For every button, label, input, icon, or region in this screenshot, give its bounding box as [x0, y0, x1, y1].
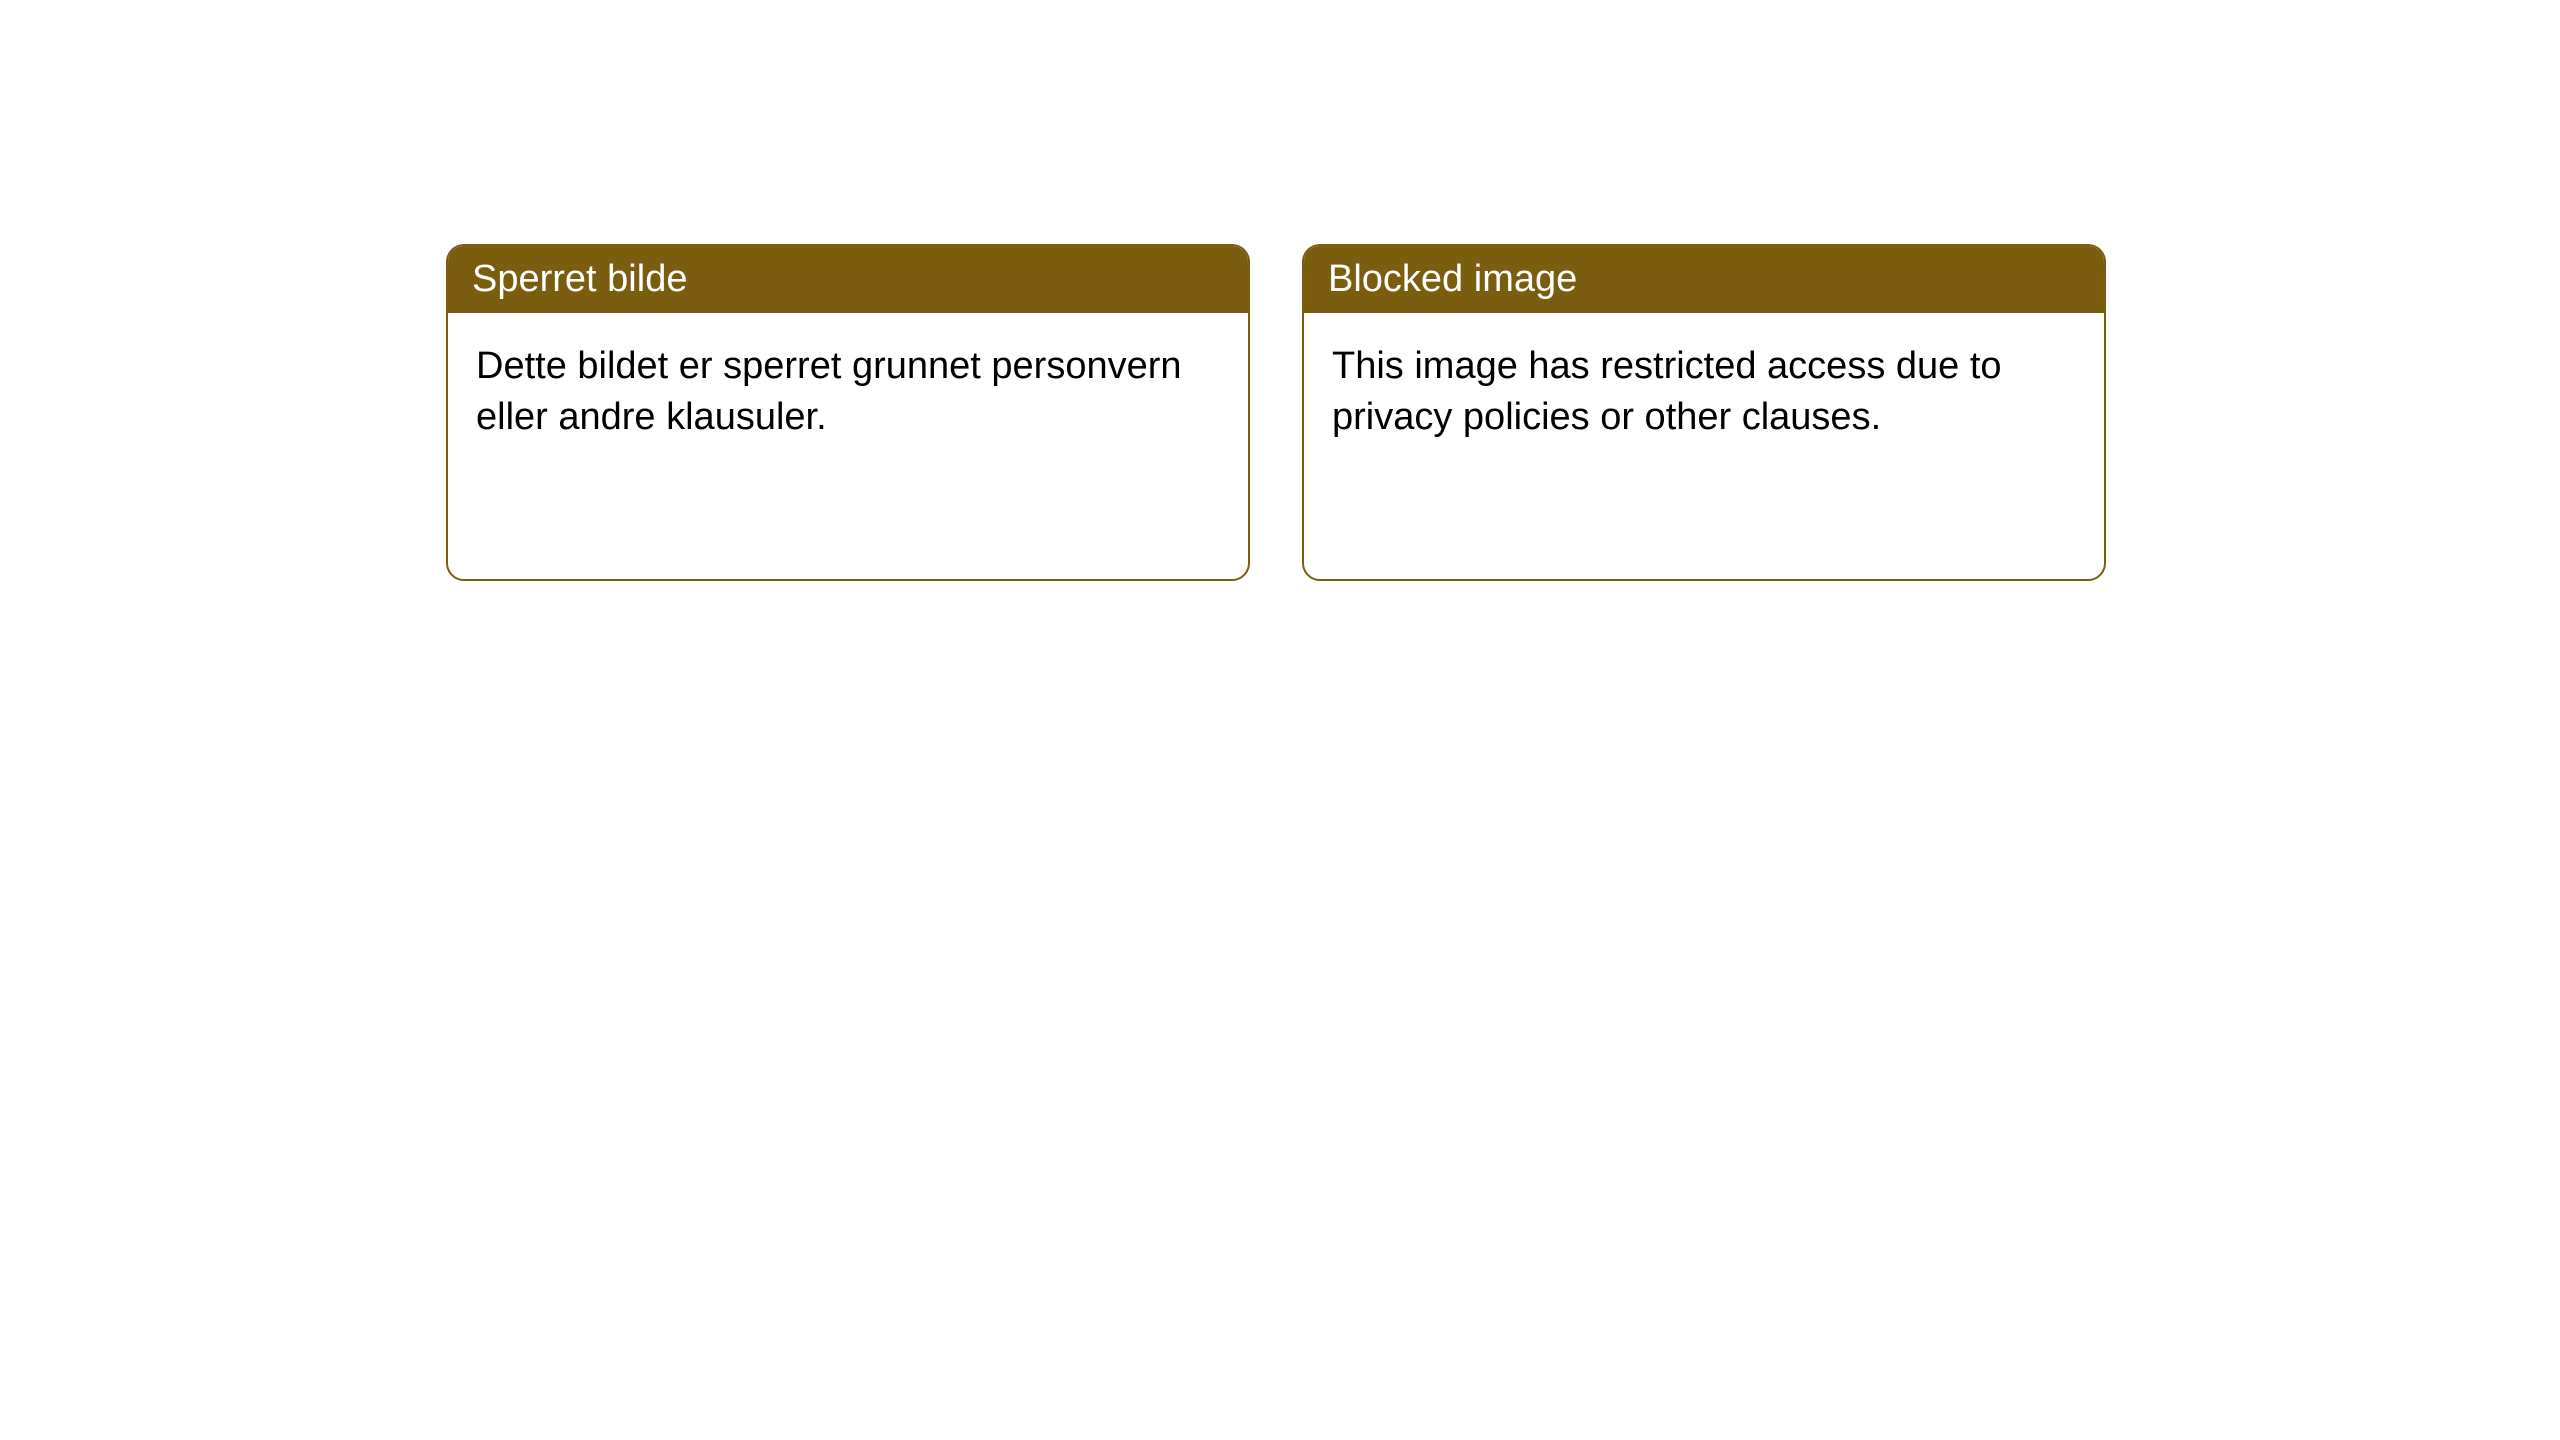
notice-container: Sperret bilde Dette bildet er sperret gr… — [0, 0, 2560, 581]
notice-body-no: Dette bildet er sperret grunnet personve… — [448, 313, 1248, 472]
notice-title-no: Sperret bilde — [448, 246, 1248, 313]
notice-title-en: Blocked image — [1304, 246, 2104, 313]
notice-card-en: Blocked image This image has restricted … — [1302, 244, 2106, 581]
notice-body-en: This image has restricted access due to … — [1304, 313, 2104, 472]
notice-card-no: Sperret bilde Dette bildet er sperret gr… — [446, 244, 1250, 581]
